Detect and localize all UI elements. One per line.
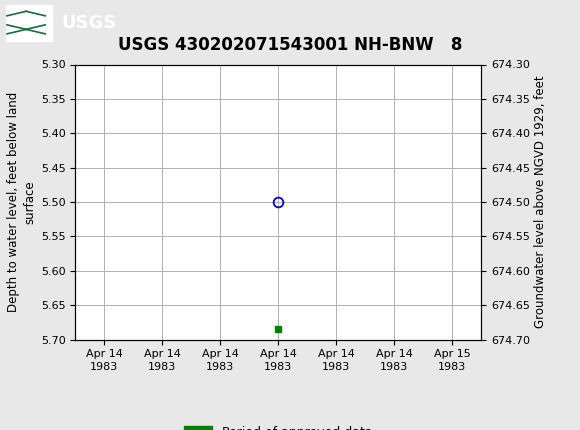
Text: USGS: USGS	[61, 14, 116, 31]
Legend: Period of approved data: Period of approved data	[179, 421, 378, 430]
Y-axis label: Depth to water level, feet below land
surface: Depth to water level, feet below land su…	[7, 92, 37, 312]
Text: USGS 430202071543001 NH-BNW   8: USGS 430202071543001 NH-BNW 8	[118, 36, 462, 54]
Bar	[6, 4, 52, 41]
Y-axis label: Groundwater level above NGVD 1929, feet: Groundwater level above NGVD 1929, feet	[534, 76, 548, 329]
